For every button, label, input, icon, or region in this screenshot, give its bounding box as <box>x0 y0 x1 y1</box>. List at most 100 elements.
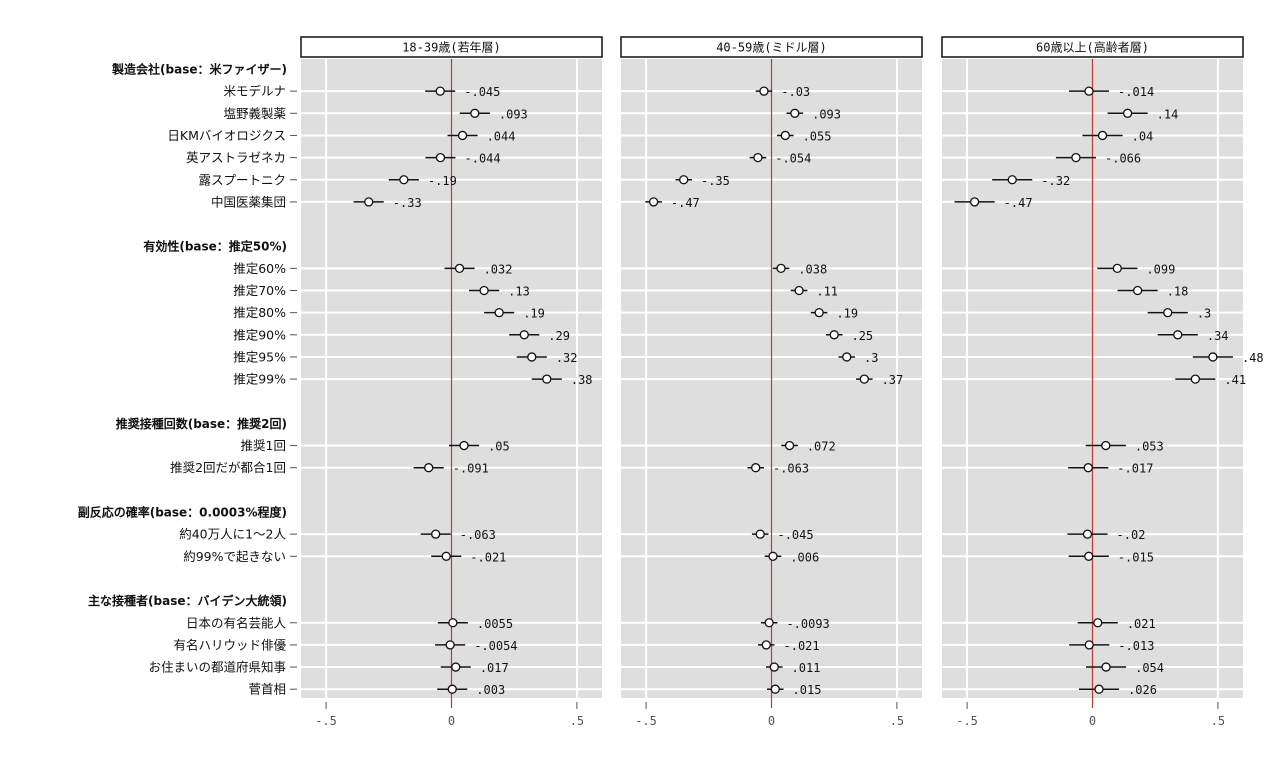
group-label: 推奨接種回数(base：推奨2回) <box>116 416 287 431</box>
coefficient-point <box>445 640 455 650</box>
coefficient-point <box>648 197 659 207</box>
row-label: 約40万人に1〜2人 <box>179 527 286 542</box>
coefficient-value-label: .3 <box>1197 307 1211 321</box>
x-tick-label: .5 <box>890 714 904 728</box>
coefficient-point <box>1097 130 1108 141</box>
coefficient-point <box>794 285 804 296</box>
coefficient-point <box>399 175 409 185</box>
coefficient-point <box>364 197 374 207</box>
coefficient-point <box>1084 86 1094 96</box>
coefficient-point <box>829 330 839 340</box>
coefficient-value-label: -.0093 <box>786 617 829 631</box>
coefficient-value-label: .021 <box>1127 617 1156 631</box>
coefficient-point <box>527 352 537 362</box>
panel-strip <box>300 36 603 58</box>
coefficient-value-label: -.063 <box>773 462 809 476</box>
coefficient-value-label: -.017 <box>1117 462 1153 476</box>
coefficient-point <box>470 108 480 118</box>
coefficient-point <box>1083 463 1093 473</box>
row-label: 塩野義製薬 <box>223 106 286 121</box>
coefficient-value-label: -.03 <box>781 85 810 99</box>
coefficient-value-label: .015 <box>793 683 822 697</box>
coefficient-value-label: .05 <box>488 440 510 454</box>
coefficient-value-label: .053 <box>1135 440 1164 454</box>
row-label: 約99%で起きない <box>183 549 286 564</box>
row-label: 露スプートニク <box>198 172 286 187</box>
coefficient-value-label: -.091 <box>453 462 489 476</box>
row-label: 推定90% <box>233 327 286 342</box>
coefficient-value-label: .017 <box>480 661 509 675</box>
coefficient-point <box>776 263 786 274</box>
coefficient-value-label: .18 <box>1167 285 1189 299</box>
coefficient-value-label: .3 <box>864 351 878 365</box>
coefficient-value-label: .072 <box>807 440 836 454</box>
panel-strip <box>941 36 1244 58</box>
x-tick-label: -.5 <box>635 714 657 728</box>
coefficient-point <box>679 175 689 185</box>
panel-strip <box>620 36 923 58</box>
coefficient-value-label: -.045 <box>464 85 500 99</box>
row-label: 推奨2回だが都合1回 <box>170 460 286 475</box>
coefficient-value-label: .19 <box>523 307 545 321</box>
coefficient-value-label: .055 <box>803 129 832 143</box>
coefficient-point <box>1084 640 1094 650</box>
coefficient-value-label: .29 <box>548 329 570 343</box>
coefficient-value-label: .37 <box>882 373 904 387</box>
coefficient-point <box>1208 352 1218 362</box>
coefficient-value-label: -.044 <box>465 152 501 166</box>
coefficient-point <box>790 108 800 118</box>
coefficient-point <box>435 86 445 96</box>
row-label: 日本の有名芸能人 <box>186 615 287 630</box>
coefficient-value-label: -.021 <box>470 550 506 564</box>
coefficient-value-label: -.33 <box>393 196 422 210</box>
coefficient-point <box>784 440 795 451</box>
coefficient-point <box>1082 529 1093 539</box>
coefficient-point <box>753 152 763 163</box>
coefficient-value-label: .003 <box>476 683 505 697</box>
coefficient-point <box>479 285 489 296</box>
coefficient-point <box>1163 307 1173 318</box>
coefficient-point <box>431 529 441 539</box>
coefficient-value-label: .0055 <box>477 617 513 631</box>
coefficient-point <box>1093 618 1103 628</box>
coefficient-value-label: .04 <box>1132 129 1154 143</box>
coefficient-point <box>1071 152 1081 163</box>
coefficient-point <box>1173 330 1183 340</box>
coefficient-point <box>1112 263 1122 274</box>
row-label: 推定70% <box>233 283 286 298</box>
coefficient-value-label: -.32 <box>1041 174 1070 188</box>
coefficient-value-label: .11 <box>816 285 838 299</box>
coefficient-point <box>457 130 468 141</box>
coefficient-point <box>1101 440 1111 451</box>
coefficient-point <box>542 374 552 384</box>
coefficient-point <box>755 529 765 539</box>
coefficient-point <box>814 307 824 318</box>
coefficient-value-label: .14 <box>1157 107 1179 121</box>
coefficient-value-label: -.015 <box>1118 550 1154 564</box>
coefficient-value-label: -.054 <box>775 152 811 166</box>
row-label: 菅首相 <box>248 682 286 697</box>
coefficient-point <box>1133 285 1143 296</box>
coefficient-value-label: .099 <box>1146 262 1175 276</box>
coefficient-value-label: .13 <box>508 285 530 299</box>
coefficient-point <box>769 662 779 672</box>
row-label: 推定99% <box>233 372 286 387</box>
x-tick-label: -.5 <box>315 714 337 728</box>
coefficient-value-label: -.045 <box>777 528 813 542</box>
coefficient-value-label: -.0054 <box>474 639 517 653</box>
coefficient-value-label: .38 <box>571 373 593 387</box>
coefficient-value-label: -.47 <box>671 196 700 210</box>
row-label: お住まいの都道府県知事 <box>148 660 286 675</box>
coefficient-point <box>1007 175 1017 185</box>
coefficient-point <box>494 307 504 318</box>
panel-title: 18-39歳(若年層) <box>402 41 501 55</box>
x-tick-label: 0 <box>768 714 775 728</box>
coefficient-point <box>451 662 461 672</box>
coefficient-value-label: .026 <box>1128 683 1157 697</box>
coefficient-value-label: .48 <box>1242 351 1264 365</box>
coefficient-point <box>768 551 778 561</box>
coefficient-point <box>770 684 780 694</box>
coefficient-point <box>761 640 771 650</box>
coefficient-value-label: .038 <box>798 262 827 276</box>
